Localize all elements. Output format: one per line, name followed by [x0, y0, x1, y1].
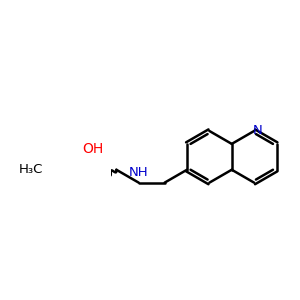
Text: N: N [253, 124, 262, 137]
Text: NH: NH [129, 166, 148, 179]
Text: H₃C: H₃C [19, 163, 44, 176]
Text: OH: OH [82, 142, 104, 156]
